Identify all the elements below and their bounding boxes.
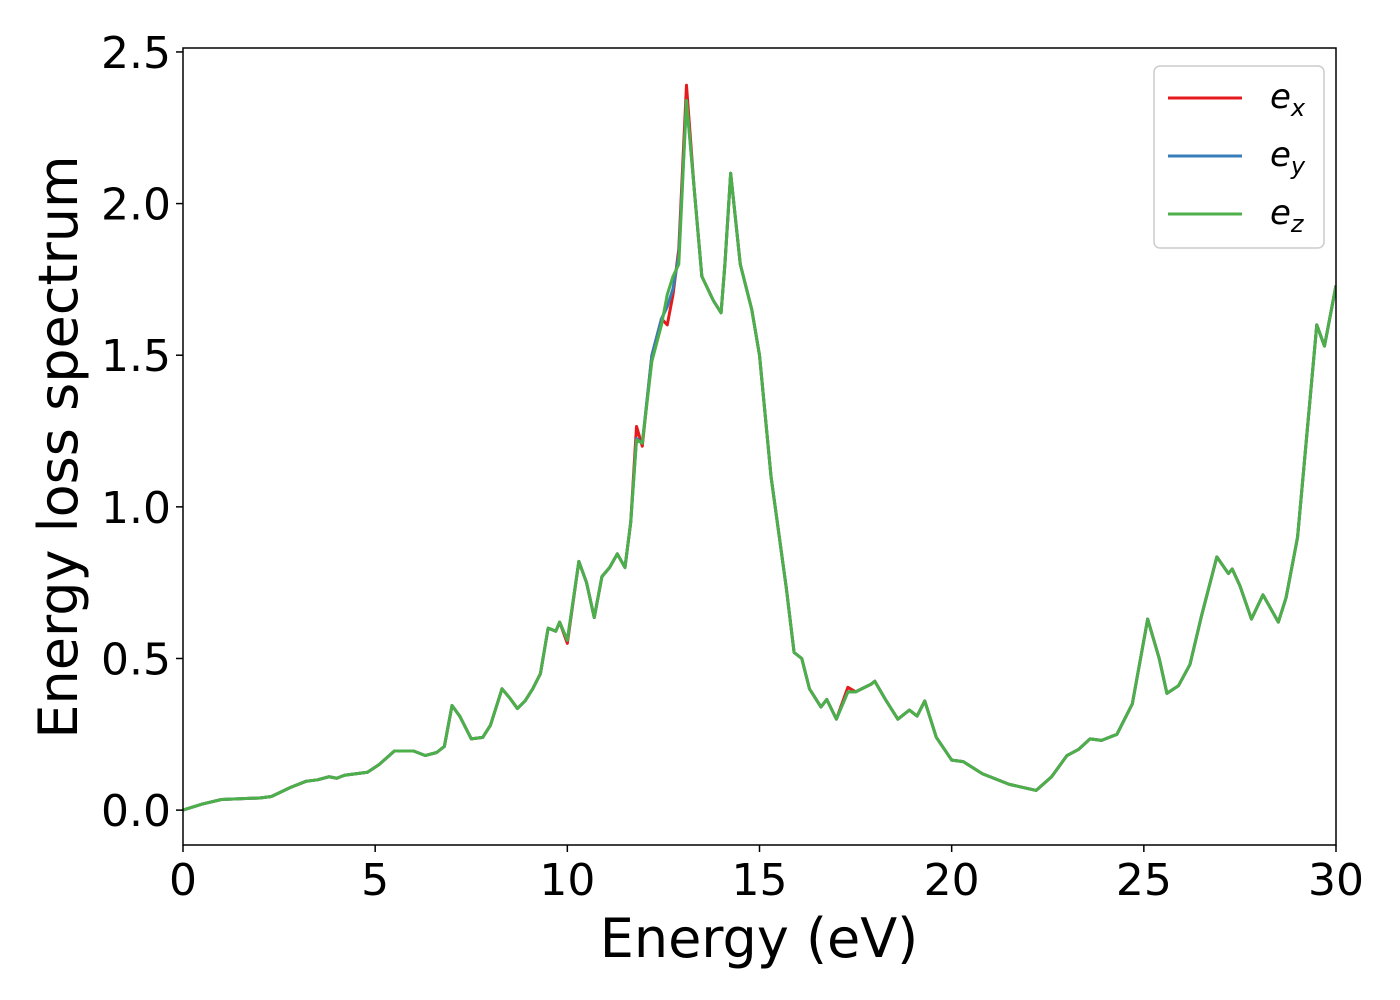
x-axis-label: Energy (eV) [600,907,919,970]
x-tick-label: 5 [361,855,389,906]
y-tick-label: 1.5 [101,331,171,382]
y-tick-label: 0.0 [101,786,171,837]
x-tick-label: 25 [1116,855,1172,906]
plot-frame [182,47,1337,846]
y-tick-label: 2.5 [101,28,171,79]
x-tick-label: 0 [169,855,197,906]
y-tick-label: 2.0 [101,180,171,231]
legend-label: ez [1270,193,1305,238]
x-tick-label: 15 [732,855,788,906]
y-axis-label: Energy loss spectrum [27,155,90,738]
line-series [183,98,1336,812]
y-tick-label: 1.0 [101,483,171,534]
legend-label: ex [1270,77,1306,122]
x-tick-label: 10 [539,855,595,906]
x-tick-label: 30 [1308,855,1364,906]
x-tick-label: 20 [924,855,980,906]
legend-label: ey [1270,135,1306,180]
y-tick-label: 0.5 [101,634,171,685]
